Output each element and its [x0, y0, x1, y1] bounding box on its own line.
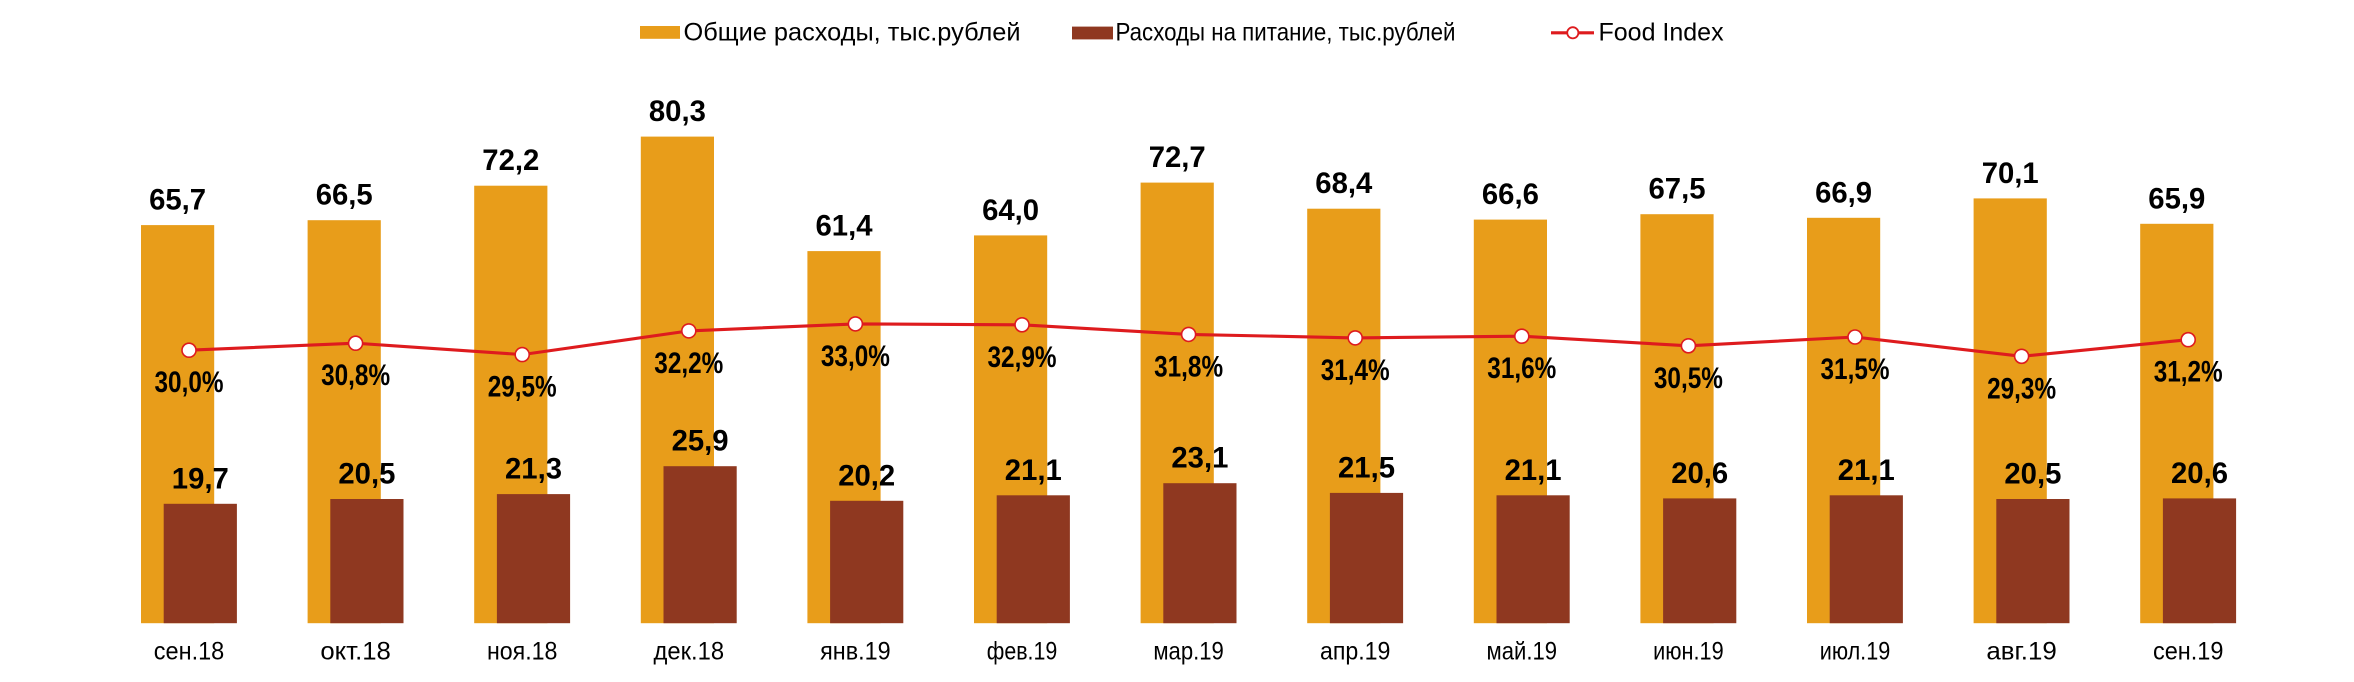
svg-text:61,4: 61,4 [816, 210, 873, 243]
svg-text:32,9%: 32,9% [988, 341, 1057, 374]
svg-text:дек.18: дек.18 [654, 638, 725, 666]
svg-text:21,3: 21,3 [505, 453, 562, 486]
svg-text:31,8%: 31,8% [1154, 350, 1223, 383]
svg-text:мар.19: мар.19 [1153, 638, 1224, 666]
svg-text:20,6: 20,6 [1671, 457, 1728, 490]
svg-text:Общие расходы, тыс.рублей: Общие расходы, тыс.рублей [684, 18, 1021, 46]
svg-text:25,9: 25,9 [672, 425, 729, 458]
svg-text:30,5%: 30,5% [1654, 362, 1723, 395]
svg-text:окт.18: окт.18 [320, 638, 391, 666]
svg-text:20,6: 20,6 [2171, 457, 2228, 490]
svg-text:20,5: 20,5 [2004, 458, 2061, 491]
svg-text:65,9: 65,9 [2148, 182, 2205, 215]
svg-text:32,2%: 32,2% [654, 347, 723, 380]
svg-text:66,6: 66,6 [1482, 178, 1539, 211]
svg-text:68,4: 68,4 [1315, 167, 1372, 200]
svg-text:сен.18: сен.18 [154, 638, 225, 666]
svg-text:64,0: 64,0 [982, 194, 1039, 227]
svg-text:31,4%: 31,4% [1321, 354, 1390, 387]
svg-text:72,7: 72,7 [1149, 141, 1206, 174]
svg-text:апр.19: апр.19 [1320, 638, 1391, 666]
svg-text:21,1: 21,1 [1005, 454, 1062, 487]
svg-text:72,2: 72,2 [482, 144, 539, 177]
svg-text:67,5: 67,5 [1649, 173, 1706, 206]
svg-text:Food Index: Food Index [1599, 18, 1725, 46]
svg-text:66,9: 66,9 [1815, 176, 1872, 209]
svg-text:сен.19: сен.19 [2153, 638, 2224, 666]
svg-text:21,5: 21,5 [1338, 451, 1395, 484]
svg-text:19,7: 19,7 [172, 462, 229, 495]
svg-text:20,5: 20,5 [338, 458, 395, 491]
svg-text:29,3%: 29,3% [1987, 372, 2056, 405]
svg-text:31,5%: 31,5% [1821, 353, 1890, 386]
svg-text:ноя.18: ноя.18 [487, 638, 558, 666]
svg-text:29,5%: 29,5% [488, 371, 557, 404]
svg-text:21,1: 21,1 [1838, 454, 1895, 487]
svg-text:30,0%: 30,0% [155, 366, 224, 399]
svg-text:Расходы на питание, тыс.рублей: Расходы на питание, тыс.рублей [1116, 18, 1456, 46]
svg-text:21,1: 21,1 [1505, 454, 1562, 487]
svg-text:20,2: 20,2 [838, 459, 895, 492]
svg-text:80,3: 80,3 [649, 95, 706, 128]
svg-text:31,2%: 31,2% [2154, 356, 2223, 389]
svg-text:70,1: 70,1 [1982, 157, 2039, 190]
svg-text:23,1: 23,1 [1171, 442, 1228, 475]
svg-text:65,7: 65,7 [149, 184, 206, 217]
svg-text:авг.19: авг.19 [1986, 638, 2057, 666]
svg-text:май.19: май.19 [1487, 638, 1558, 666]
svg-text:33,0%: 33,0% [821, 340, 890, 373]
svg-text:янв.19: янв.19 [820, 638, 891, 666]
svg-text:31,6%: 31,6% [1487, 352, 1556, 385]
svg-text:фев.19: фев.19 [987, 638, 1058, 666]
svg-text:июл.19: июл.19 [1820, 638, 1891, 666]
svg-text:июн.19: июн.19 [1653, 638, 1724, 666]
svg-text:66,5: 66,5 [316, 179, 373, 212]
svg-text:30,8%: 30,8% [321, 359, 390, 392]
